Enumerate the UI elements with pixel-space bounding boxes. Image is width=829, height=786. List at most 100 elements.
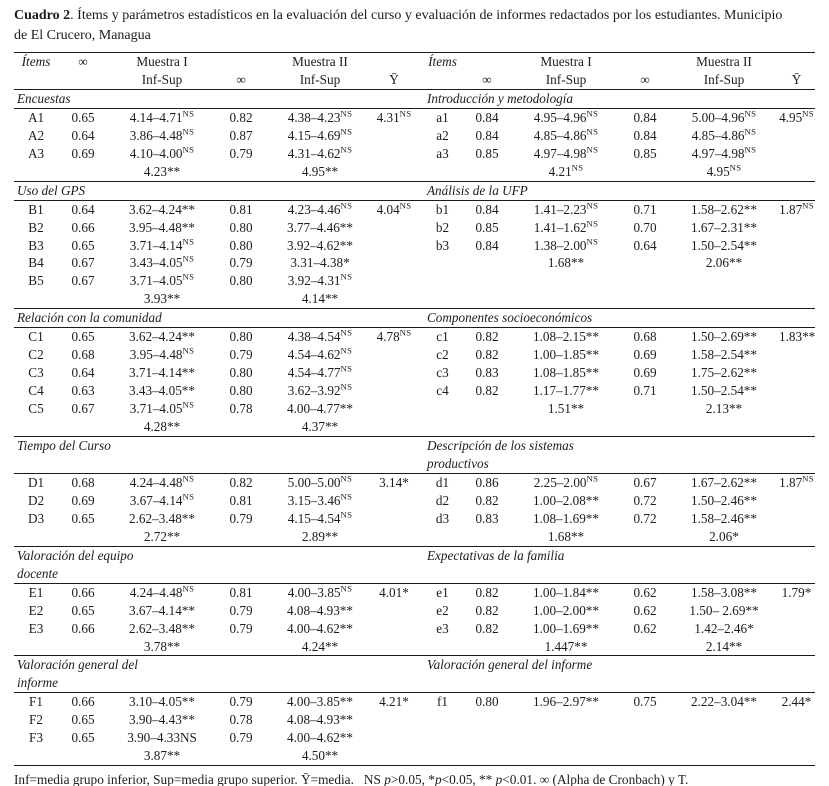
inf-sup-cell: 3.62–4.24** [129,329,195,345]
alpha-cell: 0.65 [71,510,95,526]
inf-sup-cell: 1.75–2.62** [691,365,757,381]
inf-sup-cell: 4.24–4.48NS [129,583,195,600]
significance-superscript: NS [399,327,412,338]
significance-superscript: NS [182,272,195,283]
inf-sup-cell: 3.43–4.05NS [129,254,195,271]
inf-sup-cell: 2.25–2.00NS [533,473,599,490]
inf-sup-cell [670,711,778,729]
alpha-cell [620,163,670,181]
table-title: Cuadro 2. Ítems y parámetros estadístico… [14,6,815,46]
header-muestra1-left: Muestra I [136,53,188,69]
inf-sup-cell: 4.85–4.86NS [691,126,757,143]
mean-cell [374,510,414,528]
mean-cell [778,382,815,400]
header-spacer [58,70,108,90]
section-heading-row: Relación con la comunidad Componentes soc… [14,308,815,329]
item-cell: D2 [27,492,45,508]
alpha-cell [462,290,512,308]
header-infsup-right-1: Inf-Sup [512,70,620,90]
mean-cell [778,620,815,638]
alpha-cell: 0.82 [475,383,499,399]
alpha-cell: 0.82 [475,492,499,508]
alpha-cell: 0.66 [71,584,95,600]
alpha-cell: 0.68 [71,347,95,363]
inf-sup-cell: 4.23** [143,163,181,179]
inf-sup-cell: 4.95NS [706,162,742,179]
alpha-cell: 0.69 [633,365,657,381]
item-cell [14,418,58,436]
inf-sup-cell: 1.38–2.00NS [533,236,599,253]
alpha-cell [58,638,108,656]
alpha-cell: 0.80 [229,329,253,345]
mean-cell: 4.95NS [779,108,814,125]
alpha-cell: 0.69 [71,145,95,161]
inf-sup-cell [670,272,778,290]
alpha-cell: 0.82 [475,620,499,636]
table-row: C5 0.67 3.71–4.05NS 0.78 4.00–4.77** 1.51** 2.… [14,400,815,418]
mean-cell: 3.14* [379,474,409,490]
inf-sup-cell: 2.62–3.48** [129,620,195,636]
item-cell [414,711,462,729]
significance-superscript: NS [182,126,195,137]
mean-cell [778,290,815,308]
significance-superscript: NS [340,491,353,502]
inf-sup-cell [512,729,620,747]
mean-cell [374,602,414,620]
item-cell: D1 [27,474,45,490]
significance-superscript: NS [182,144,195,155]
mean-cell [374,747,414,765]
inf-sup-cell: 3.92–4.31NS [287,272,353,289]
item-cell: c1 [436,329,449,345]
alpha-cell: 0.65 [71,329,95,345]
inf-sup-cell: 4.97–4.98NS [533,144,599,161]
item-cell: b1 [435,201,450,217]
alpha-cell: 0.62 [633,602,657,618]
inf-sup-cell: 4.24** [301,638,339,654]
mean-cell [374,418,414,436]
header-spacer [374,52,414,71]
inf-sup-cell: 3.71–4.14NS [129,236,195,253]
alpha-cell [620,254,670,272]
inf-sup-cell: 1.58–2.62** [691,201,757,217]
alpha-cell [216,638,266,656]
item-cell [414,400,462,418]
alpha-cell [58,163,108,181]
section-heading: Relación con la comunidad [14,308,414,329]
table-row: E2 0.65 3.67–4.14** 0.79 4.08–4.93** e2 0.82 1.… [14,602,815,620]
alpha-cell: 0.82 [475,347,499,363]
item-cell: F2 [29,712,43,728]
mean-cell [374,492,414,510]
footnote-segment: Inf=media grupo inferior, Sup=media grup… [14,772,385,786]
header-infsup-left-1: Inf-Sup [108,70,216,90]
mean-cell [778,219,815,237]
item-cell [414,638,462,656]
alpha-cell [462,254,512,272]
alpha-cell [462,711,512,729]
item-cell: d2 [435,492,450,508]
significance-superscript: NS [182,254,195,265]
alpha-cell: 0.84 [633,109,657,125]
item-cell [414,747,462,765]
alpha-cell: 0.79 [229,602,253,618]
item-cell [414,729,462,747]
mean-cell [374,272,414,290]
significance-superscript: NS [399,108,412,119]
inf-sup-cell: 1.50–2.46** [691,492,757,508]
inf-sup-cell [670,418,778,436]
alpha-cell [620,400,670,418]
header-infsup-left-2: Inf-Sup [266,70,374,90]
table-row: A1 0.65 4.14–4.71NS 0.82 4.38–4.23NS 4.31NS a1… [14,108,815,126]
section-heading-row: Encuestas Introducción y metodología [14,88,815,109]
inf-sup-cell: 2.22–3.04** [691,694,757,710]
section-heading: Componentes socioeconómicos [414,308,815,329]
mean-cell [778,492,815,510]
inf-sup-cell: 4.00–4.77** [287,401,353,417]
item-cell: b2 [435,219,450,235]
inf-sup-cell: 3.67–4.14NS [129,491,195,508]
alpha-cell: 0.64 [71,365,95,381]
inf-sup-cell [670,290,778,308]
mean-cell: 1.83** [779,329,816,345]
section-heading-row: Valoración general del informe Valoración… [14,655,815,694]
alpha-cell: 0.66 [71,219,95,235]
